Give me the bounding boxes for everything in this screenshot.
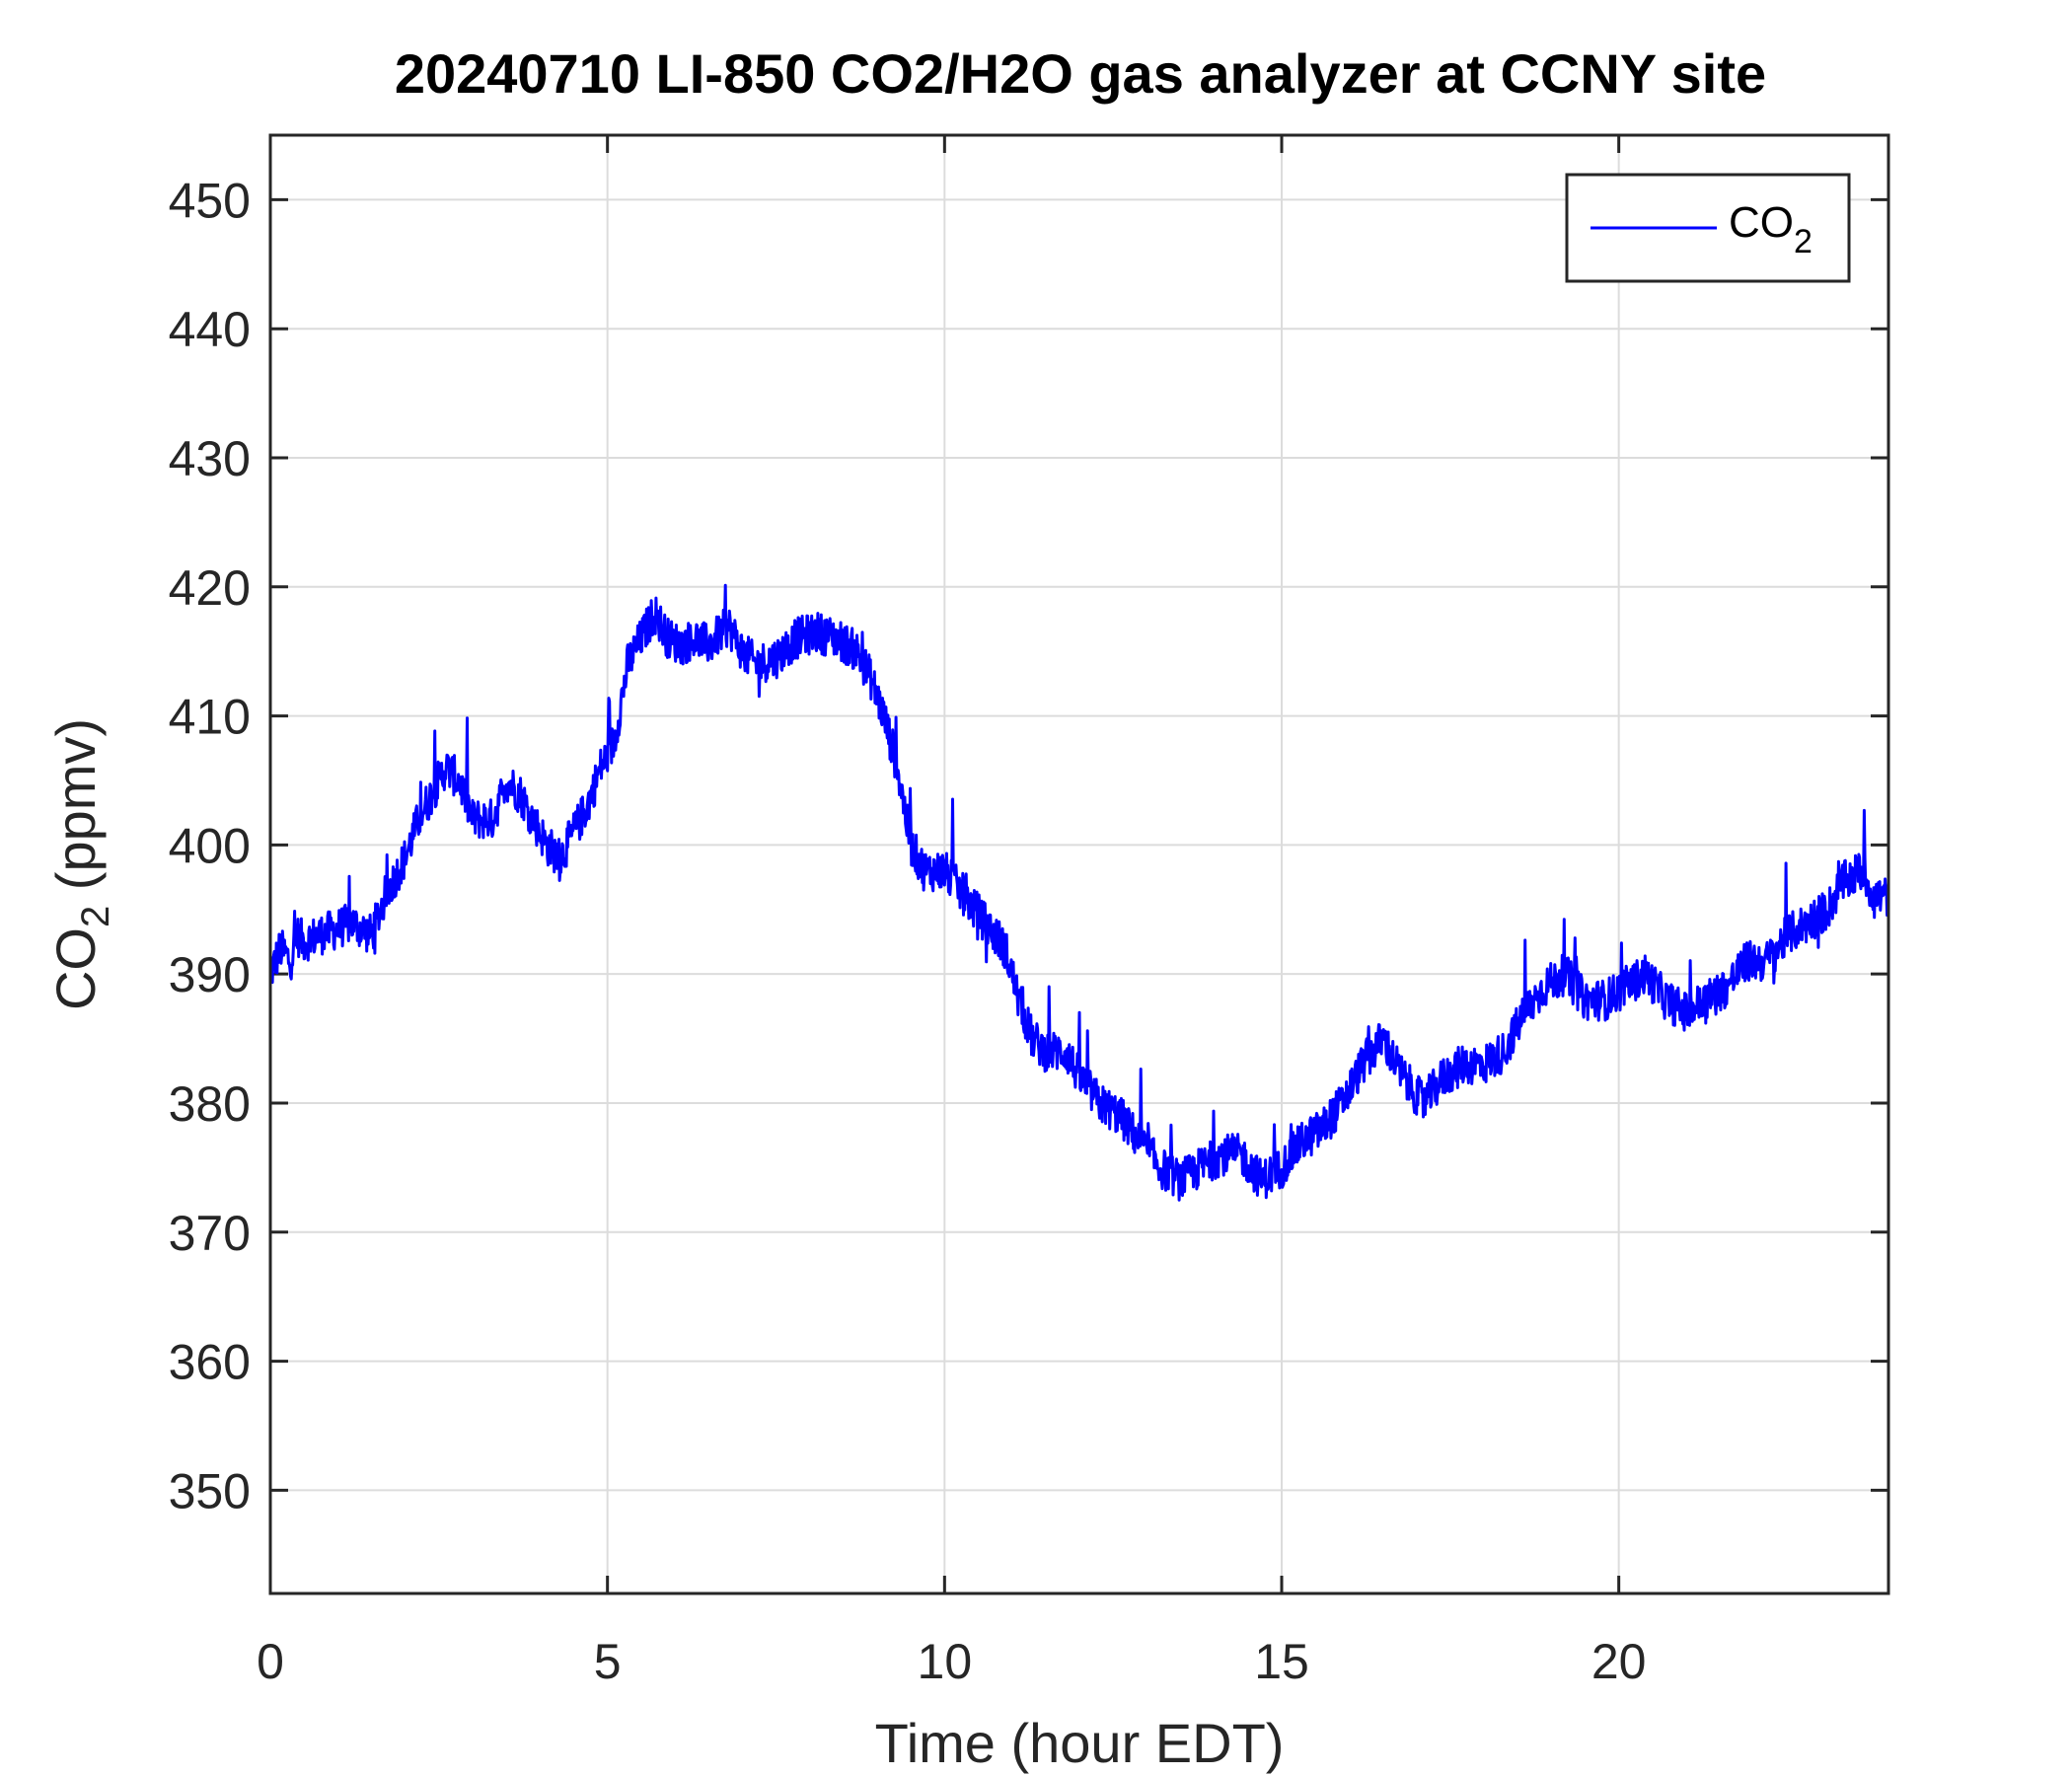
y-tick-label: 430 <box>169 431 251 486</box>
y-axis-label-subscript: 2 <box>74 906 117 927</box>
x-tick-label: 5 <box>594 1634 622 1689</box>
x-tick-label: 10 <box>918 1634 973 1689</box>
legend-entry-main: CO <box>1729 198 1794 247</box>
y-axis-label: CO2 (ppmv) <box>44 718 117 1010</box>
x-tick-label: 20 <box>1591 1634 1647 1689</box>
y-tick-label: 350 <box>169 1463 251 1518</box>
y-axis-label-main: CO <box>44 927 107 1010</box>
y-axis-label-unit: (ppmv) <box>44 718 107 906</box>
y-tick-label: 410 <box>169 690 251 745</box>
y-tick-label: 450 <box>169 173 251 228</box>
x-axis-label: Time (hour EDT) <box>875 1712 1285 1774</box>
chart-title: 20240710 LI-850 CO2/H2O gas analyzer at … <box>395 42 1766 105</box>
legend-entry-co2: CO2 <box>1729 198 1813 260</box>
y-tick-label: 390 <box>169 947 251 1002</box>
y-tick-label: 400 <box>169 818 251 873</box>
y-tick-label: 360 <box>169 1335 251 1390</box>
x-tick-label: 0 <box>257 1634 284 1689</box>
grid-lines <box>269 135 1888 1593</box>
x-tick-label: 15 <box>1254 1634 1309 1689</box>
y-tick-label: 420 <box>169 560 251 616</box>
series-layer <box>268 583 1890 1202</box>
tick-labels: 0 5 10 15 20 350 360 370 380 390 400 410 420 430 440 45… <box>169 173 1647 1689</box>
series-line-co2 <box>268 583 1890 1202</box>
plot-area-frame <box>268 133 1890 1595</box>
y-tick-label: 370 <box>169 1206 251 1261</box>
legend: CO2 <box>1565 173 1851 283</box>
axis-ticks <box>268 135 1888 1593</box>
legend-entry-subscript: 2 <box>1794 223 1813 260</box>
y-tick-label: 380 <box>169 1076 251 1132</box>
y-tick-label: 440 <box>169 302 251 357</box>
